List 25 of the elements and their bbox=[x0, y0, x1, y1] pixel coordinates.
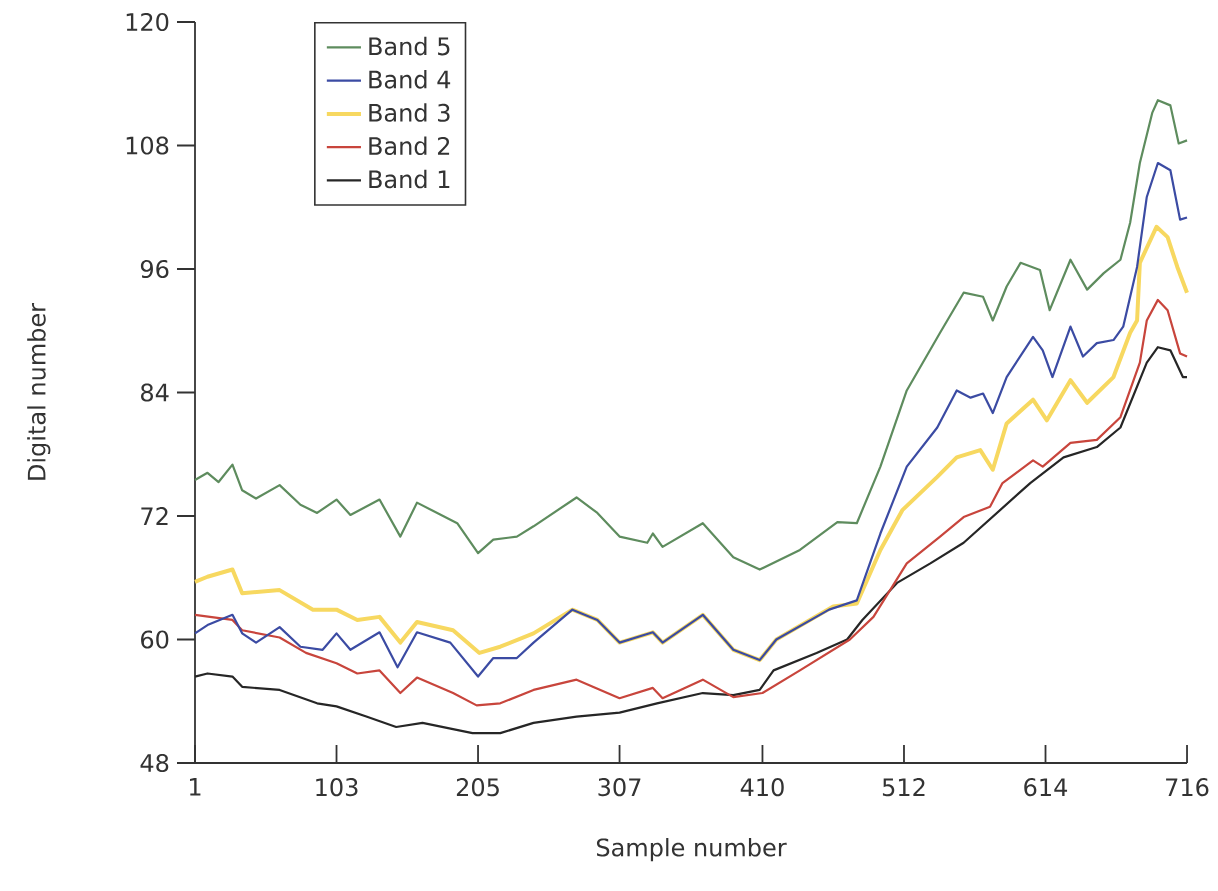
x-axis-title: Sample number bbox=[596, 837, 787, 862]
line-series bbox=[193, 298, 1189, 707]
x-tick-label: 1 bbox=[190, 778, 201, 796]
y-axis-title: Digital number bbox=[27, 302, 51, 480]
y-tick-label: 96 bbox=[140, 259, 169, 279]
line-series bbox=[193, 99, 1189, 571]
y-tick-label: 48 bbox=[140, 753, 169, 773]
legend-label: Band 2 bbox=[369, 136, 450, 156]
x-tick-label: 307 bbox=[598, 778, 641, 797]
x-tick-label: 410 bbox=[740, 778, 784, 797]
y-tick-label: 108 bbox=[126, 136, 169, 155]
legend-label: Band 1 bbox=[369, 169, 450, 189]
x-tick-label: 103 bbox=[316, 778, 358, 797]
legend-label: Band 3 bbox=[369, 103, 450, 122]
legend-label: Band 5 bbox=[369, 36, 450, 56]
y-tick-label: 120 bbox=[126, 12, 169, 32]
x-tick-label: 205 bbox=[456, 778, 499, 797]
y-tick-label: 84 bbox=[141, 383, 169, 402]
x-tick-label: 512 bbox=[882, 778, 925, 797]
x-tick-label: 716 bbox=[1166, 778, 1209, 797]
line-series bbox=[193, 161, 1189, 678]
x-tick-label: 614 bbox=[1024, 778, 1068, 797]
y-tick-label: 72 bbox=[141, 507, 168, 525]
y-tick-label: 60 bbox=[141, 630, 169, 649]
legend-label: Band 4 bbox=[369, 70, 451, 89]
